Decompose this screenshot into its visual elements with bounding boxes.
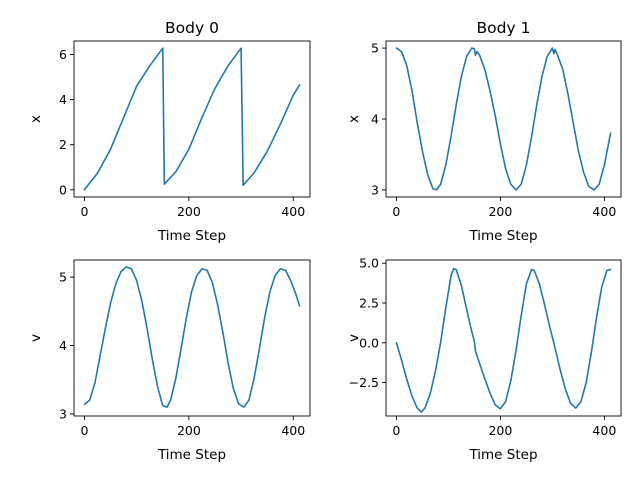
subplot-0: 0 200 400 0 2 4 6 Body 0 Time Step x [28,19,311,244]
axes-frame [385,259,622,417]
x-tick-label: 400 [592,204,616,219]
y-tick-label: 3 [59,406,67,421]
y-tick-label: 5.0 [359,256,379,271]
y-tick-label: 5 [371,41,379,56]
x-tick-label: 400 [281,204,305,219]
y-tick-label: 6 [59,47,67,62]
chart-title: Body 0 [165,19,219,37]
y-axis-label: v [346,334,362,342]
y-tick-label: 2.5 [359,295,379,310]
subplot-2: 0 200 400 3 4 5 Time Step v [28,259,311,463]
y-tick-label: 0.0 [359,335,379,350]
x-axis-label: Time Step [157,447,226,463]
x-tick-label: 400 [281,423,305,438]
chart-title: Body 1 [477,19,531,37]
x-tick-label: 0 [80,423,88,438]
y-axis-label: x [346,115,362,123]
x-tick-label: 200 [488,204,512,219]
series-line-0 [83,266,301,408]
axes-frame [73,259,311,417]
subplot-3: 0 200 400 −2.5 0.0 2.5 5.0 Time Step v [346,256,622,463]
y-tick-label: 5 [59,270,67,285]
y-tick-label: 4 [59,338,67,353]
y-tick-label: 4 [371,112,379,127]
series-line-0 [395,267,612,413]
x-tick-label: 200 [488,423,512,438]
series-line-0 [83,47,301,191]
y-tick-label: 3 [371,182,379,197]
x-axis-label: Time Step [468,447,537,463]
x-tick-label: 400 [592,423,616,438]
y-tick-label: −2.5 [349,375,379,390]
x-tick-label: 200 [177,423,201,438]
x-tick-label: 0 [80,204,88,219]
y-tick-label: 2 [59,137,67,152]
x-tick-label: 0 [392,204,400,219]
axes-frame [73,40,311,198]
x-axis-label: Time Step [468,228,537,244]
x-axis-label: Time Step [157,228,226,244]
y-tick-label: 4 [59,92,67,107]
x-tick-label: 0 [392,423,400,438]
y-axis-label: x [28,115,44,123]
x-tick-label: 200 [177,204,201,219]
subplot-1: 0 200 400 3 4 5 Body 1 Time Step x [346,19,622,244]
y-tick-label: 0 [59,182,67,197]
series-line-0 [395,47,612,191]
y-axis-label: v [28,334,44,342]
